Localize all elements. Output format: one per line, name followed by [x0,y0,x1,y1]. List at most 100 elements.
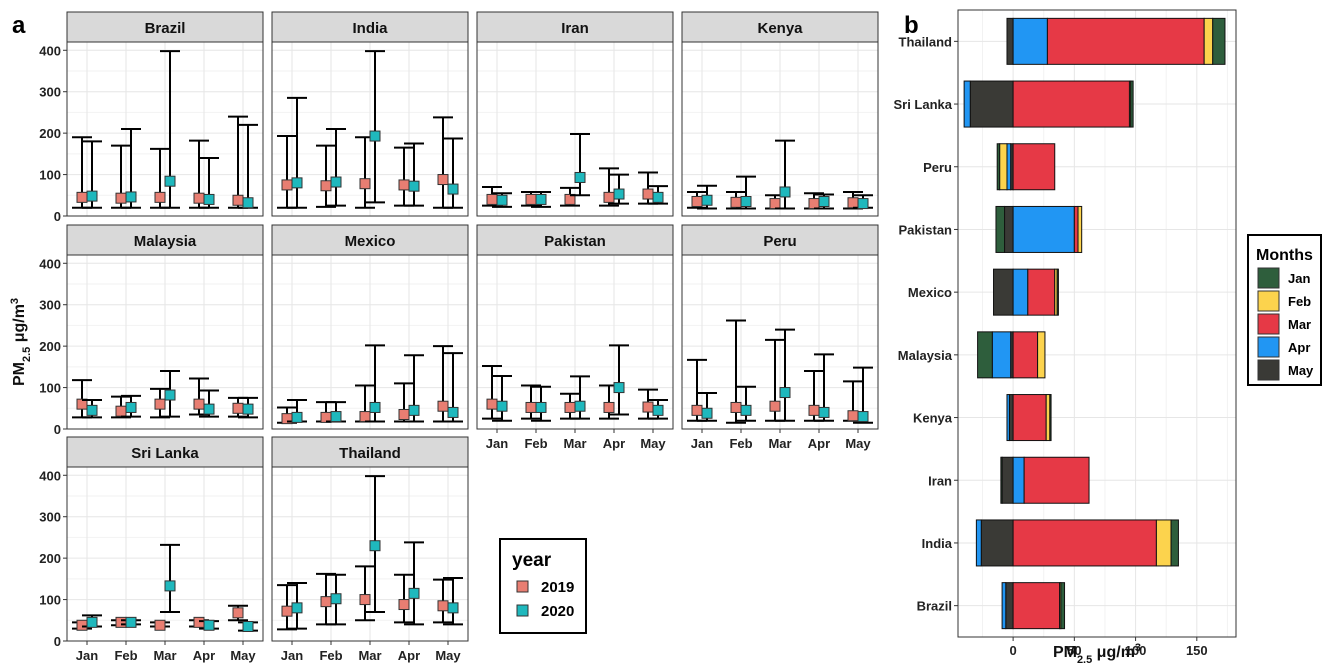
data-point-2020 [86,404,98,416]
y-tick-label: 400 [39,43,61,58]
data-point-2019 [486,193,498,205]
data-point-2020 [330,593,342,605]
y-tick-label: 200 [39,551,61,566]
bar-apr [1006,143,1012,191]
facet-strip [66,436,264,468]
legend-a-swatch [516,604,529,617]
facet-strip [681,11,879,43]
data-point-2019 [398,179,410,191]
bar-may [1004,205,1014,253]
x-tick-label: Mar [563,436,586,451]
data-point-2020 [125,191,137,203]
panel-label-a: a [12,12,26,39]
facet-title: Brazil [145,20,186,37]
data-point-2020 [857,198,869,210]
facet-title: Malaysia [134,233,197,250]
bar-may [969,80,1014,128]
data-point-2020 [779,186,791,198]
facet-title: India [352,20,388,37]
category-label: Brazil [917,599,952,614]
data-point-2019 [320,596,332,608]
x-tick-label: Apr [193,648,215,663]
x-axis-label-part: 3 [1135,642,1141,654]
data-point-2020 [447,406,459,418]
bar-jan [977,331,993,379]
data-point-2020 [447,183,459,195]
y-tick-label: 400 [39,256,61,271]
data-point-2019 [281,605,293,617]
x-tick-label: May [640,436,666,451]
facet-border [476,41,674,217]
facet-strip [271,436,469,468]
data-point-2019 [691,196,703,207]
y-axis-label-part: PM [11,362,28,386]
bar-mar [1012,143,1056,191]
data-point-2019 [525,401,537,413]
data-point-2020 [574,400,586,412]
data-point-2020 [242,403,254,415]
data-point-2020 [818,406,830,418]
bar-jan [1056,268,1059,316]
category-label: India [922,536,953,551]
x-axis-label: PM2.5 μg/m3 [1053,642,1141,665]
data-point-2020 [125,616,137,628]
bar-jan [996,143,1001,191]
x-tick-label: Feb [319,648,342,663]
legend-b-swatch [1257,359,1280,381]
facet-strip [66,11,264,43]
bar-may [993,268,1014,316]
facet-title: Pakistan [544,233,606,250]
bar-apr [1012,456,1025,504]
data-point-2020 [330,176,342,188]
data-point-2019 [847,410,859,422]
bar-apr [1001,582,1007,630]
data-point-2019 [769,400,781,412]
legend-a-swatch [516,580,529,593]
data-point-2020 [740,196,752,207]
x-tick-label: May [435,648,461,663]
category-label: Mexico [908,285,952,300]
category-label: Sri Lanka [893,97,952,112]
bar-feb [1045,394,1051,442]
data-point-2019 [525,193,537,205]
x-tick-label: 50 [1067,643,1081,658]
data-point-2020 [535,193,547,205]
category-label: Kenya [913,411,953,426]
legend-b-swatch [1257,290,1280,312]
y-tick-label: 0 [54,634,61,649]
data-point-2019 [730,196,742,208]
facet-strip [66,224,264,256]
legend-b-item: May [1288,363,1314,378]
bar-mar [1012,519,1157,567]
data-point-2020 [652,191,664,203]
bar-jan [1060,582,1066,630]
legend-b-item: Jan [1288,271,1310,286]
data-point-2019 [193,616,205,628]
data-point-2019 [320,180,332,192]
bar-feb [1037,331,1046,379]
x-tick-label: 0 [1009,643,1016,658]
data-point-2020 [447,602,459,614]
data-point-2019 [437,600,449,612]
x-tick-label: Mar [358,648,381,663]
y-axis-label: PM2.5 μg/m3 [9,298,33,386]
data-point-2020 [242,197,254,209]
facet-strip [476,224,674,256]
legend-a-item: 2020 [541,603,574,620]
panel-label-b: b [904,12,919,39]
bar-mar [1012,582,1061,630]
bar-mar [1012,331,1039,379]
data-point-2019 [115,616,127,628]
data-point-2019 [847,197,859,209]
x-tick-label: Mar [153,648,176,663]
data-point-2020 [242,621,254,632]
data-point-2019 [154,619,166,631]
bar-mar [1073,205,1079,253]
x-tick-label: Feb [524,436,547,451]
facet-strip [271,224,469,256]
data-point-2020 [701,407,713,419]
x-tick-label: May [230,648,256,663]
data-point-2020 [779,387,791,399]
facet-border [271,254,469,430]
bar-apr [1012,268,1029,316]
